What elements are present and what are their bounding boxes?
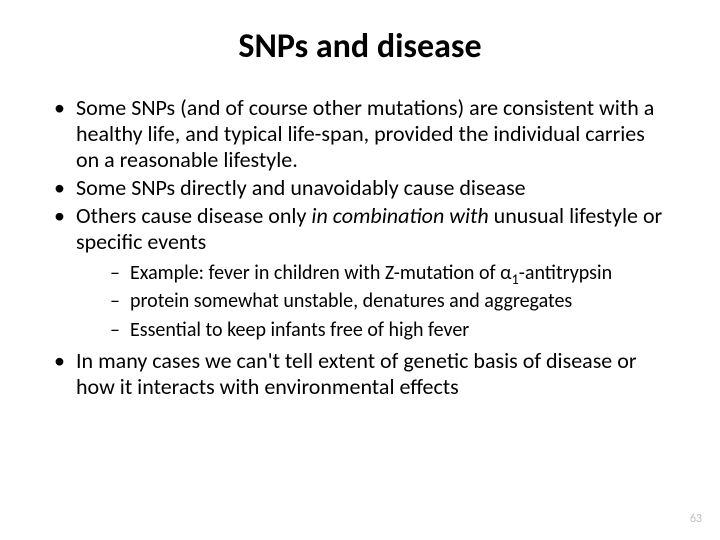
bullet-text: Some SNPs (and of course other mutations… <box>76 94 654 173</box>
sub-bullet-text: Example: fever in children with Z-mutati… <box>130 261 511 285</box>
subscript: 1 <box>511 270 518 288</box>
sub-bullet-item: Example: fever in children with Z-mutati… <box>76 261 672 285</box>
sub-bullet-text: protein somewhat unstable, denatures and… <box>130 289 572 313</box>
bullet-item: In many cases we can't tell extent of ge… <box>48 348 672 400</box>
slide: SNPs and disease Some SNPs (and of cours… <box>0 0 720 540</box>
bullet-text: Some SNPs directly and unavoidably cause… <box>76 174 526 201</box>
bullet-item: Some SNPs directly and unavoidably cause… <box>48 175 672 201</box>
sub-bullet-list: Example: fever in children with Z-mutati… <box>76 261 672 342</box>
bullet-item: Some SNPs (and of course other mutations… <box>48 95 672 173</box>
bullet-text: Others cause disease only <box>76 202 311 229</box>
bullet-text-italic: in combination with <box>311 202 488 229</box>
sub-bullet-item: protein somewhat unstable, denatures and… <box>76 289 672 313</box>
slide-title: SNPs and disease <box>48 26 672 67</box>
bullet-list: Some SNPs (and of course other mutations… <box>48 95 672 400</box>
page-number: 63 <box>690 512 702 526</box>
sub-bullet-text: Essential to keep infants free of high f… <box>130 318 469 342</box>
sub-bullet-item: Essential to keep infants free of high f… <box>76 318 672 342</box>
bullet-text: In many cases we can't tell extent of ge… <box>76 347 637 400</box>
bullet-item: Others cause disease only in combination… <box>48 203 672 342</box>
sub-bullet-text: -antitrypsin <box>519 261 612 285</box>
